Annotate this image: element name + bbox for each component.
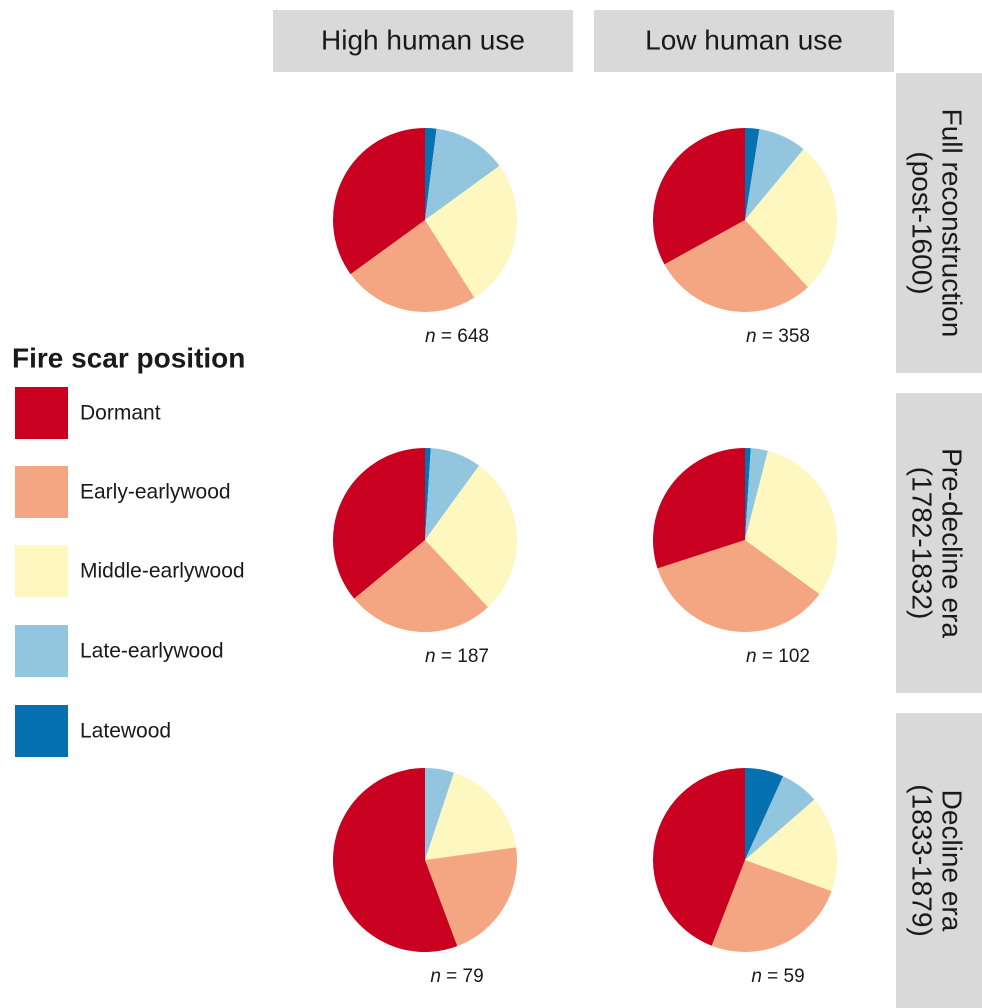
- pie-slice: [425, 165, 517, 298]
- pie-slice: [425, 768, 454, 860]
- column-strip: [594, 10, 894, 72]
- legend-key: [15, 625, 68, 677]
- legend-key: [15, 705, 68, 757]
- pie-slice: [652, 768, 745, 946]
- n-label: n = 59: [751, 966, 804, 987]
- row-label: Full reconstruction: [937, 109, 968, 338]
- legend-label: Late-earlywood: [80, 640, 224, 663]
- pie-slice: [425, 465, 517, 608]
- pie-slice: [664, 220, 808, 313]
- pie-slice: [745, 448, 768, 540]
- legend-label: Middle-earlywood: [80, 560, 245, 583]
- pie-slice: [425, 128, 437, 220]
- pie-slice: [745, 799, 838, 892]
- row-label: (1833-1879): [907, 784, 938, 937]
- pie-slice: [350, 220, 475, 312]
- n-label: n = 187: [425, 646, 489, 667]
- pie-slice: [745, 149, 838, 288]
- row-label: (1782-1832): [907, 467, 938, 620]
- n-label: n = 102: [746, 646, 810, 667]
- n-label: n = 648: [425, 326, 489, 347]
- column-strip: [273, 10, 573, 72]
- pie-slice: [745, 768, 784, 860]
- pie-slice: [711, 860, 832, 952]
- pie-slice: [745, 448, 751, 540]
- pie-slice: [333, 128, 425, 275]
- pie-slice: [745, 128, 760, 220]
- pie-slice: [333, 768, 458, 952]
- row-label: Decline era: [937, 790, 968, 932]
- n-label: n = 79: [430, 966, 483, 987]
- legend-key: [15, 545, 68, 597]
- pie-slice: [653, 128, 745, 265]
- row-label: Pre-decline era: [937, 448, 968, 638]
- pie-slice: [425, 448, 480, 540]
- pie-slice: [745, 450, 837, 595]
- legend-key: [15, 466, 68, 518]
- legend-label: Early-earlywood: [80, 481, 231, 504]
- legend-label: Dormant: [80, 402, 161, 425]
- pie-slice: [745, 129, 804, 220]
- column-label: High human use: [321, 24, 525, 55]
- legend-title: Fire scar position: [12, 342, 245, 373]
- row-strip: [896, 713, 982, 1008]
- pie-slice: [425, 772, 517, 860]
- legend-key: [15, 387, 68, 439]
- pie-slice: [745, 776, 815, 860]
- row-strip: [896, 73, 982, 373]
- row-label: (post-1600): [907, 151, 938, 294]
- pie-slice: [425, 128, 500, 220]
- pie-slice: [425, 448, 431, 540]
- legend-label: Latewood: [80, 720, 171, 743]
- row-strip: [896, 393, 982, 693]
- pie-slice: [354, 540, 488, 632]
- n-label: n = 358: [746, 326, 810, 347]
- pie-slice: [653, 448, 745, 569]
- column-label: Low human use: [645, 24, 843, 55]
- pie-slice: [425, 847, 517, 947]
- pie-slice: [333, 448, 425, 599]
- pie-slice: [657, 540, 820, 632]
